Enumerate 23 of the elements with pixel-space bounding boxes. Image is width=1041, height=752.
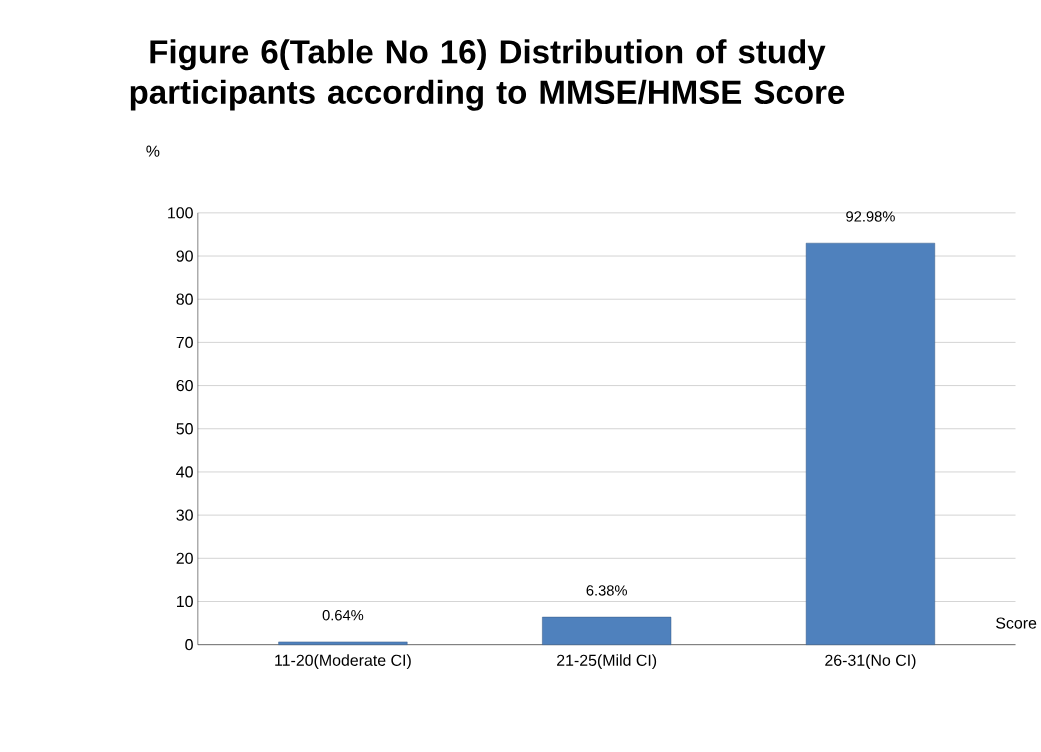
bar bbox=[278, 641, 408, 646]
x-axis-title: Score bbox=[996, 617, 1037, 629]
y-tick-label: 0 bbox=[185, 639, 193, 651]
bar bbox=[805, 243, 936, 646]
x-tick-label: 21-25(Mild CI) bbox=[557, 654, 657, 670]
y-tick-label: 20 bbox=[176, 552, 193, 565]
chart-title: Figure 6(Table No 16) Distribution of study participants according to MMSE/HMSE Score bbox=[130, 39, 845, 111]
x-tick-label: 26-31(No CI) bbox=[825, 654, 916, 670]
y-tick-label: 80 bbox=[176, 293, 193, 306]
y-tick-label: 10 bbox=[177, 596, 193, 608]
data-label: 6.38% bbox=[586, 585, 627, 596]
y-tick-label: 50 bbox=[176, 423, 193, 435]
bar bbox=[542, 617, 672, 646]
x-tick-label: 11-20(Moderate CI) bbox=[275, 654, 411, 670]
y-tick-label: 30 bbox=[176, 509, 193, 521]
y-tick-label: 100 bbox=[168, 207, 193, 219]
data-label: 0.64% bbox=[322, 610, 364, 621]
y-tick-label: 70 bbox=[176, 336, 193, 349]
y-tick-label: 40 bbox=[176, 466, 193, 478]
data-label: 92.98% bbox=[846, 211, 895, 222]
y-axis-title: % bbox=[146, 145, 160, 157]
y-tick-label: 60 bbox=[176, 380, 193, 392]
y-tick-label: 90 bbox=[176, 250, 193, 262]
